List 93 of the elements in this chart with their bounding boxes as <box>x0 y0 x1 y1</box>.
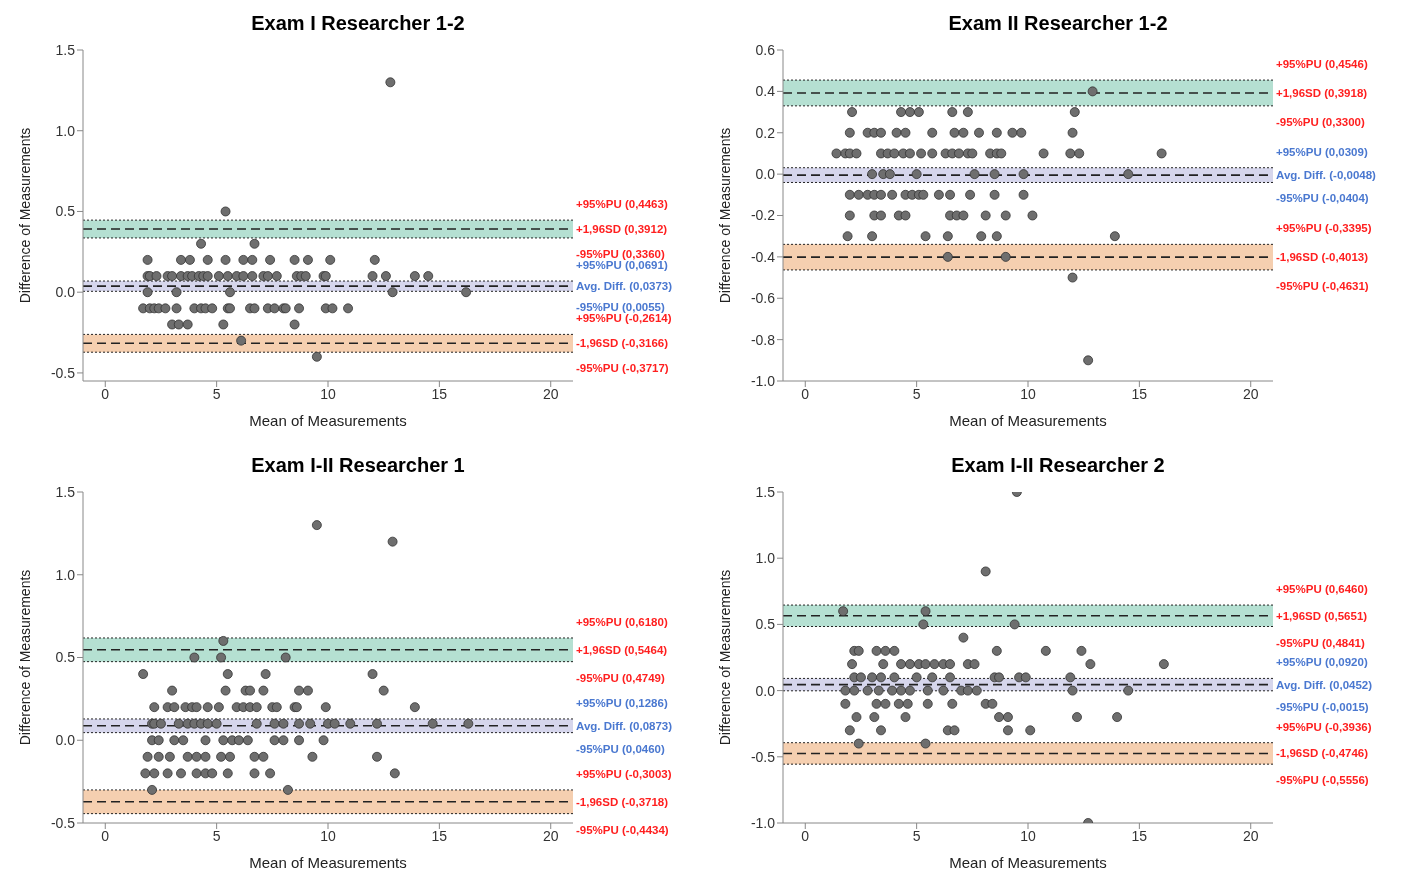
ref-line-label: -95%PU (0,0055) <box>576 301 666 314</box>
chart-title: Exam I-II Researcher 2 <box>950 453 1166 478</box>
ref-line-label: +95%PU (0,0309) <box>1276 145 1368 158</box>
x-tick-label: 10 <box>1020 827 1036 844</box>
x-tick-label: 10 <box>320 827 336 844</box>
y-tick-label: 0.0 <box>755 682 776 699</box>
y-tick-label: -0.4 <box>750 248 776 265</box>
ref-line-label: -1,96SD (-0,3166) <box>576 337 669 350</box>
y-tick-label: -0.5 <box>50 814 76 831</box>
x-tick-label: 10 <box>320 385 336 402</box>
ref-line-label: -95%PU (-0,4434) <box>576 823 669 836</box>
x-tick-label: 15 <box>431 385 448 402</box>
y-axis-title: Difference of Measurements <box>16 127 33 304</box>
x-axis-title: Mean of Measurements <box>949 412 1107 429</box>
chart-title: Exam I-II Researcher 1 <box>250 453 466 478</box>
y-tick-label: -1.0 <box>750 814 776 831</box>
ref-line-label: +1,96SD (0,3912) <box>576 223 668 236</box>
ref-line-label: +95%PU (-0,3003) <box>576 767 672 780</box>
y-tick-label: 0.6 <box>755 41 776 58</box>
ref-line-label: -1,96SD (-0,4746) <box>1276 747 1369 760</box>
ref-line-label: +1,96SD (0,5651) <box>1276 609 1368 622</box>
ref-line-label: Avg. Diff. (-0,0048) <box>1276 169 1377 182</box>
y-tick-label: -0.2 <box>750 207 776 224</box>
ref-line-label: -95%PU (-0,4631) <box>1276 279 1369 292</box>
x-tick-label: 15 <box>431 827 448 844</box>
ref-line-label: Avg. Diff. (0,0873) <box>576 719 673 732</box>
x-tick-label: 10 <box>1020 385 1036 402</box>
y-tick-label: 0.5 <box>755 616 776 633</box>
chart-title: Exam II Researcher 1-2 <box>947 11 1169 36</box>
y-axis-title: Difference of Measurements <box>716 569 733 746</box>
ref-line-label: +95%PU (0,0920) <box>1276 656 1368 669</box>
y-tick-label: 1.0 <box>755 550 776 567</box>
ref-line-label: Avg. Diff. (0,0452) <box>1276 678 1373 691</box>
y-tick-label: -0.5 <box>50 364 76 381</box>
y-tick-label: 1.5 <box>55 41 76 58</box>
x-tick-label: 5 <box>912 385 921 402</box>
ref-line-label: +95%PU (-0,2614) <box>576 312 672 325</box>
y-tick-label: -0.8 <box>750 331 776 348</box>
x-tick-label: 0 <box>801 385 810 402</box>
ref-line-label: +1,96SD (0,3918) <box>1276 87 1368 100</box>
ref-line-label: -1,96SD (-0,4013) <box>1276 251 1369 264</box>
y-tick-label: 0.0 <box>755 166 776 183</box>
x-axis-title: Mean of Measurements <box>249 412 407 429</box>
x-tick-label: 0 <box>101 827 110 844</box>
x-tick-label: 5 <box>212 827 221 844</box>
x-tick-label: 20 <box>1242 385 1259 402</box>
y-tick-label: 0.0 <box>55 284 76 301</box>
y-tick-label: 1.0 <box>55 122 76 139</box>
x-tick-label: 20 <box>542 827 559 844</box>
ref-line-label: -95%PU (-0,0404) <box>1276 192 1369 205</box>
ref-line-label: +95%PU (-0,3936) <box>1276 720 1372 733</box>
x-axis-title: Mean of Measurements <box>249 854 407 871</box>
y-tick-label: 0.5 <box>55 649 76 666</box>
y-tick-label: 0.0 <box>55 732 76 749</box>
x-tick-label: 5 <box>912 827 921 844</box>
ref-line-label: Avg. Diff. (0,0373) <box>576 280 673 293</box>
ref-line-label: -95%PU (0,3360) <box>576 247 666 260</box>
ref-line-label: -95%PU (0,4841) <box>1276 636 1366 649</box>
y-axis-title: Difference of Measurements <box>716 127 733 304</box>
y-tick-label: 1.5 <box>755 483 776 500</box>
y-tick-label: 0.4 <box>755 83 776 100</box>
y-tick-label: -0.5 <box>750 748 776 765</box>
chart-title: Exam I Researcher 1-2 <box>250 11 466 36</box>
ref-line-label: +95%PU (0,6460) <box>1276 583 1368 596</box>
ref-line-label: -95%PU (0,3300) <box>1276 115 1366 128</box>
ref-line-label: +95%PU (0,1286) <box>576 696 668 709</box>
x-axis-title: Mean of Measurements <box>949 854 1107 871</box>
x-tick-label: 15 <box>1131 827 1148 844</box>
ref-line-label: -95%PU (-0,3717) <box>576 362 669 375</box>
ref-line-label: -95%PU (-0,5556) <box>1276 774 1369 787</box>
ref-line-label: +95%PU (-0,3395) <box>1276 222 1372 235</box>
y-tick-label: 1.0 <box>55 566 76 583</box>
ref-line-label: -95%PU (0,4749) <box>576 671 666 684</box>
ref-line-label: +95%PU (0,4546) <box>1276 58 1368 71</box>
y-tick-label: 0.2 <box>755 124 776 141</box>
ref-line-label: +95%PU (0,6180) <box>576 615 668 628</box>
y-tick-label: -0.6 <box>750 290 776 307</box>
ref-line-label: +95%PU (0,4463) <box>576 198 668 211</box>
x-tick-label: 15 <box>1131 385 1148 402</box>
y-tick-label: -1.0 <box>750 372 776 389</box>
x-tick-label: 5 <box>212 385 221 402</box>
ref-line-label: +1,96SD (0,5464) <box>576 643 668 656</box>
y-tick-label: 1.5 <box>55 483 76 500</box>
ref-line-label: +95%PU (0,0691) <box>576 259 668 272</box>
y-tick-label: 0.5 <box>55 203 76 220</box>
x-tick-label: 0 <box>101 385 110 402</box>
x-tick-label: 20 <box>542 385 559 402</box>
ref-line-label: -1,96SD (-0,3718) <box>576 795 669 808</box>
x-tick-label: 0 <box>801 827 810 844</box>
x-tick-label: 20 <box>1242 827 1259 844</box>
y-axis-title: Difference of Measurements <box>16 569 33 746</box>
ref-line-label: -95%PU (0,0460) <box>576 742 666 755</box>
ref-line-label: -95%PU (-0,0015) <box>1276 700 1369 713</box>
